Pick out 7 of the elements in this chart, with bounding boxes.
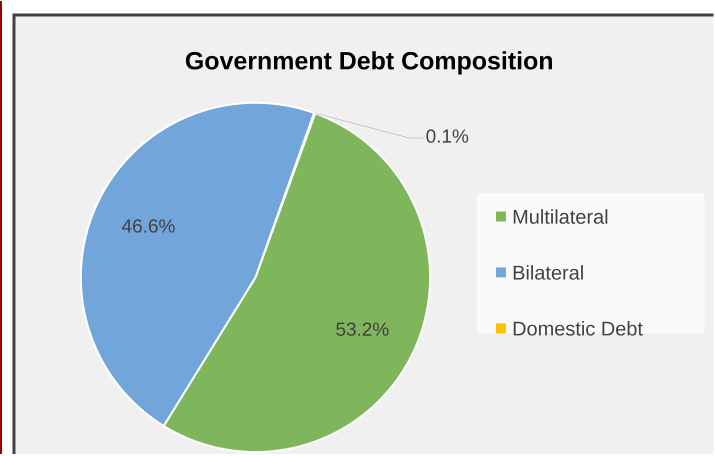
chart-title: Government Debt Composition xyxy=(186,51,552,75)
legend-label: Multilateral xyxy=(514,209,608,224)
data-label: 0.1% xyxy=(426,130,468,144)
legend-label: Domestic Debt xyxy=(514,321,643,336)
legend-label: Bilateral xyxy=(514,265,583,280)
data-label: 53.2% xyxy=(336,322,389,336)
data-label: 46.6% xyxy=(122,219,175,233)
